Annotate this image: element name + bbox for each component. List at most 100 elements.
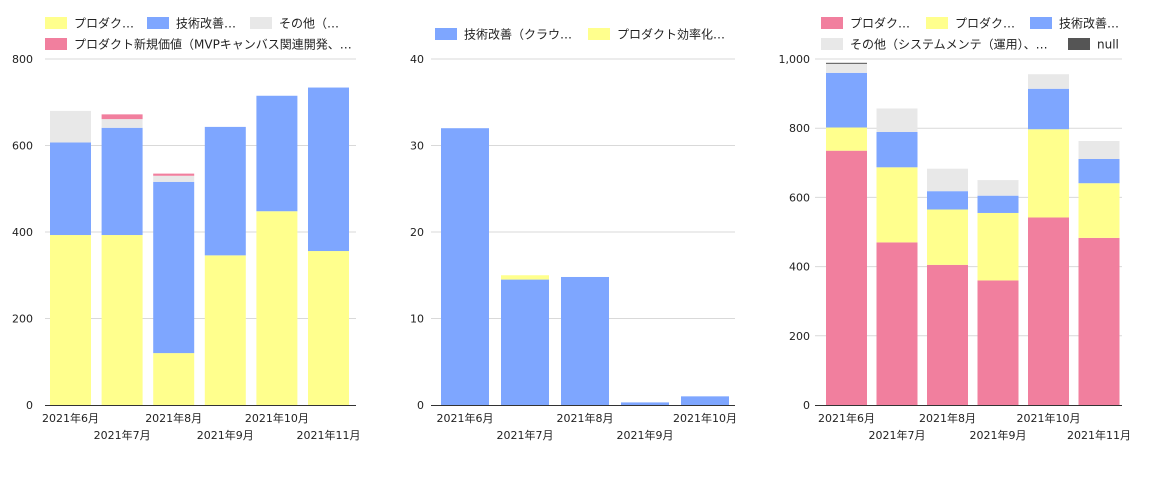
bar-segment: [1078, 141, 1120, 159]
legend-label: 技術改善…: [1059, 16, 1119, 31]
bar-segment: [1028, 74, 1069, 89]
x-tick-label: 2021年7月: [497, 428, 554, 442]
x-tick-label: 2021年10月: [245, 411, 309, 425]
bar-segment: [826, 127, 867, 151]
bar-segment: [977, 212, 1019, 281]
x-tick-label: 2021年11月: [297, 428, 361, 442]
y-tick-label: 10: [410, 313, 424, 326]
legend-swatch: [821, 38, 843, 50]
bar-segment: [101, 127, 143, 236]
bar-segment: [927, 191, 968, 210]
bar-segment: [256, 95, 298, 212]
bar-segment: [977, 195, 1019, 213]
x-tick-label: 2021年9月: [970, 428, 1027, 442]
y-tick-label: 800: [12, 53, 33, 66]
legend-label: プロダクト効率化…: [617, 27, 725, 42]
x-tick-label: 2021年10月: [673, 411, 737, 425]
bar-segment: [501, 279, 549, 405]
x-tick-label: 2021年10月: [1017, 411, 1081, 425]
x-tick-label: 2021年9月: [617, 428, 674, 442]
bar-segment: [826, 62, 867, 64]
x-tick-label: 2021年11月: [1067, 428, 1131, 442]
legend-swatch: [45, 38, 67, 50]
y-tick-label: 800: [789, 122, 810, 135]
bar-segment: [1028, 129, 1069, 218]
bar-segment: [826, 72, 867, 128]
bar-segment: [977, 180, 1019, 196]
y-tick-label: 400: [789, 261, 810, 274]
y-tick-label: 20: [410, 226, 424, 239]
bar-segment: [256, 211, 298, 405]
legend-label: プロダク…: [955, 16, 1015, 31]
y-tick-label: 600: [12, 140, 33, 153]
x-tick-label: 2021年8月: [919, 411, 976, 425]
bar-segment: [1078, 158, 1120, 184]
bar-segment: [50, 142, 91, 236]
bar-segment: [876, 242, 918, 405]
bar-segment: [876, 167, 918, 243]
legend-label: プロダク…: [850, 16, 910, 31]
legend-label: プロダクト新規価値（MVPキャンバス関連開発、…: [74, 37, 352, 52]
bar-segment: [101, 114, 143, 120]
bar-segment: [621, 402, 669, 405]
bar-segment: [1078, 183, 1120, 238]
bar-segment: [927, 209, 968, 265]
legend-swatch: [435, 28, 457, 40]
bar-segment: [1028, 88, 1069, 130]
bar-segment: [101, 235, 143, 405]
legend-label: その他（…: [279, 17, 339, 31]
bar-segment: [681, 396, 729, 405]
legend-swatch: [45, 17, 67, 29]
x-tick-label: 2021年8月: [145, 411, 202, 425]
legend-label: null: [1097, 38, 1119, 52]
bar-segment: [308, 251, 349, 405]
bar-segment: [561, 276, 609, 405]
bar-segment: [153, 181, 195, 354]
bar-segment: [826, 150, 867, 405]
legend-swatch: [1030, 17, 1052, 29]
bar-segment: [153, 175, 195, 182]
x-tick-label: 2021年6月: [818, 411, 875, 425]
bar-segment: [927, 264, 968, 405]
x-tick-label: 2021年6月: [437, 411, 494, 425]
y-tick-label: 400: [12, 226, 33, 239]
legend-label: 技術改善（クラウ…: [464, 27, 572, 42]
bar-segment: [1078, 237, 1120, 405]
bar-segment: [927, 168, 968, 192]
legend-swatch: [821, 17, 843, 29]
bar-segment: [501, 275, 549, 280]
x-tick-label: 2021年6月: [42, 411, 99, 425]
y-tick-label: 40: [410, 53, 424, 66]
bar-segment: [101, 119, 143, 128]
bar-segment: [153, 353, 195, 405]
chart-3-group: 0 200 400 600 800 1,000 2021年6月 2021年7月 2021年8月 2…: [779, 16, 1132, 443]
legend-label: プロダク…: [74, 16, 134, 31]
bar-segment: [876, 108, 918, 133]
chart-1-group: 0 200 400 600 800 2021年6月 2021年7月 2021年8月 2021年9…: [12, 16, 361, 443]
x-tick-label: 2021年7月: [869, 428, 926, 442]
bar-segment: [50, 110, 91, 143]
y-tick-label: 1,000: [779, 53, 811, 66]
y-tick-label: 200: [789, 330, 810, 343]
y-tick-label: 0: [26, 399, 33, 412]
legend-swatch: [588, 28, 610, 40]
x-tick-label: 2021年8月: [557, 411, 614, 425]
x-tick-label: 2021年9月: [197, 428, 254, 442]
bar-segment: [441, 128, 489, 405]
y-tick-label: 0: [417, 399, 424, 412]
bar-segment: [876, 132, 918, 168]
y-tick-label: 0: [803, 399, 810, 412]
bar-segment: [204, 126, 246, 256]
legend-label: その他（システムメンテ（運用）、…: [850, 38, 1048, 52]
legend-swatch: [250, 17, 272, 29]
bar-segment: [204, 255, 246, 405]
bar-segment: [1028, 217, 1069, 405]
bar-segment: [50, 235, 91, 405]
y-tick-label: 200: [12, 313, 33, 326]
legend-swatch: [926, 17, 948, 29]
bar-segment: [153, 173, 195, 176]
bar-segment: [977, 280, 1019, 405]
